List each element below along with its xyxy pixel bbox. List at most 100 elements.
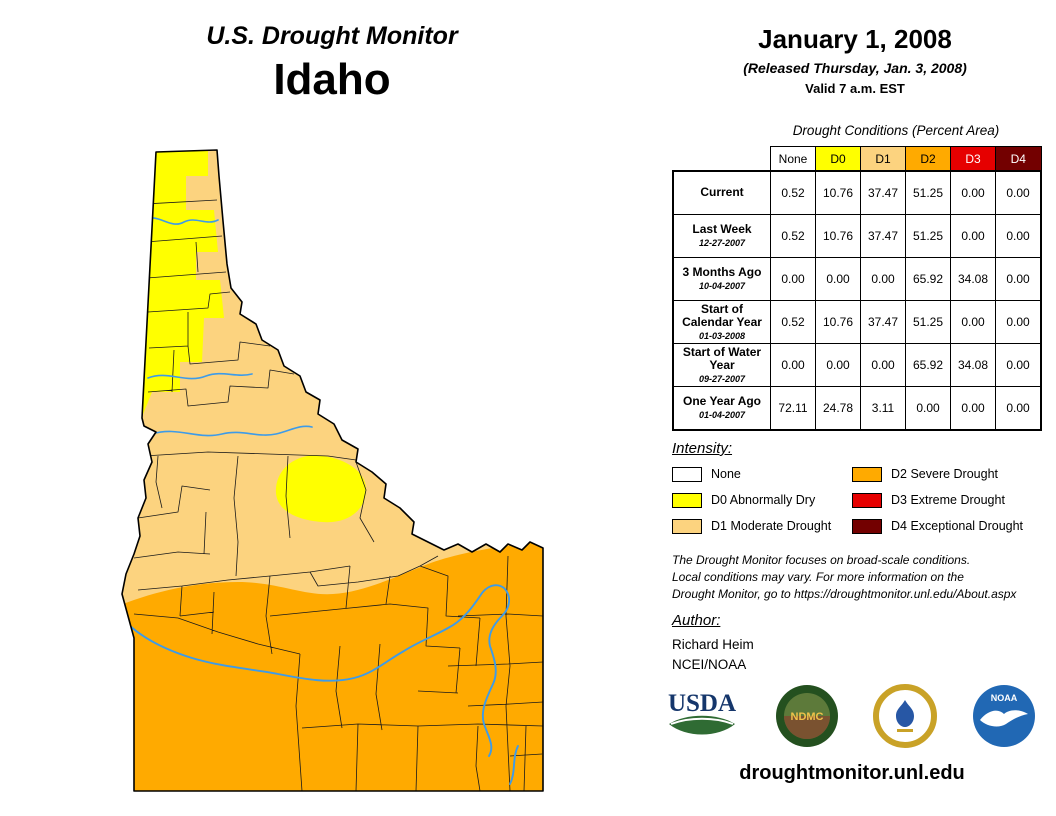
value-cell: 0.00 [995,343,1042,387]
author-org: NCEI/NOAA [672,657,747,672]
commerce-base [897,729,914,732]
value-cell: 65.92 [905,257,951,301]
value-cell: 37.47 [860,214,906,258]
website-url[interactable]: droughtmonitor.unl.edu [739,762,965,784]
legend-item-d3: D3 Extreme Drought [852,492,1036,508]
legend-column-left: None D0 Abnormally Dry D1 Moderate Droug… [672,466,852,534]
value-cell: 0.00 [815,343,861,387]
value-cell: 10.76 [815,300,861,344]
legend-swatch-d2 [852,466,882,482]
value-cell: 0.52 [770,170,816,215]
legend-label: D0 Abnormally Dry [711,493,816,507]
value-cell: 0.00 [860,343,906,387]
legend-item-d4: D4 Exceptional Drought [852,518,1036,534]
value-cell: 0.52 [770,214,816,258]
commerce-eagle [896,700,915,727]
ndmc-logo-text: NDMC [790,711,823,723]
value-cell: 0.00 [770,343,816,387]
legend-label: D3 Extreme Drought [891,493,1005,507]
value-cell: 10.76 [815,170,861,215]
idaho-drought-map [118,146,558,796]
col-header-none: None [770,146,816,172]
value-cell: 24.78 [815,386,861,431]
col-header-d0: D0 [815,146,861,172]
author-heading: Author: [672,612,721,629]
legend-column-right: D2 Severe Drought D3 Extreme Drought D4 … [852,466,1036,534]
value-cell: 37.47 [860,300,906,344]
row-date: 12-27-2007 [698,238,746,249]
legend-item-none: None [672,466,852,482]
table-row-start-water-year: Start of Water Year 09-27-2007 0.00 0.00 … [672,343,1042,387]
row-label: 3 Months Ago 10-04-2007 [672,257,771,301]
legend-label: D1 Moderate Drought [711,519,832,533]
title-block: U.S. Drought Monitor Idaho [112,22,552,105]
value-cell: 65.92 [905,343,951,387]
table-caption: Drought Conditions (Percent Area) [792,123,1000,138]
d0-region-central [275,455,367,523]
drought-conditions-table: None D0 D1 D2 D3 D4 Current 0.52 10.76 3… [672,146,1042,431]
value-cell: 51.25 [905,214,951,258]
row-date: 01-03-2008 [698,331,746,342]
table-row-3-months-ago: 3 Months Ago 10-04-2007 0.00 0.00 0.00 65… [672,257,1042,301]
state-name: Idaho [273,55,391,104]
value-cell: 51.25 [905,300,951,344]
value-cell: 0.00 [995,170,1042,215]
value-cell: 0.00 [815,257,861,301]
table-row-last-week: Last Week 12-27-2007 0.52 10.76 37.47 51.… [672,214,1042,258]
value-cell: 0.00 [950,300,996,344]
snake-river [129,584,519,785]
legend-swatch-d0 [672,492,702,508]
legend-swatch-d4 [852,518,882,534]
disclaimer-line: The Drought Monitor focuses on broad-sca… [672,553,971,567]
legend-swatch-d3 [852,492,882,508]
value-cell: 34.08 [950,343,996,387]
table-row-one-year-ago: One Year Ago 01-04-2007 72.11 24.78 3.11 … [672,386,1042,431]
map-date: January 1, 2008 [758,24,952,54]
value-cell: 0.00 [995,257,1042,301]
value-cell: 0.00 [950,386,996,431]
row-date: 01-04-2007 [698,410,746,421]
col-header-d2: D2 [905,146,951,172]
intensity-heading: Intensity: [672,440,733,457]
col-header-d1: D1 [860,146,906,172]
value-cell: 0.52 [770,300,816,344]
commerce-seal-logo [873,684,938,748]
logo-row: USDA NDMC NOAA [664,684,1036,748]
usda-swoosh-stripe [670,717,734,725]
state-outline [121,149,544,792]
valid-time: Valid 7 a.m. EST [805,81,905,96]
value-cell: 72.11 [770,386,816,431]
report-title: U.S. Drought Monitor [206,22,458,50]
d0-region-panhandle [140,150,224,422]
ndmc-earth [783,716,830,739]
disclaimer-line: Local conditions may vary. For more info… [672,569,964,584]
legend-label: None [711,467,741,481]
county-lines [133,199,543,791]
value-cell: 0.00 [905,386,951,431]
idaho-map-svg [121,149,544,792]
value-cell: 10.76 [815,214,861,258]
legend-label: D4 Exceptional Drought [891,519,1024,533]
legend-swatch-d1 [672,518,702,534]
usda-logo: USDA [668,690,736,735]
legend-label: D2 Severe Drought [891,467,999,481]
value-cell: 0.00 [950,170,996,215]
value-cell: 51.25 [905,170,951,215]
row-label: Start of Water Year 09-27-2007 [672,343,771,387]
legend-item-d1: D1 Moderate Drought [672,518,852,534]
rivers-north [143,217,313,437]
table-row-start-calendar-year: Start of Calendar Year 01-03-2008 0.52 10… [672,300,1042,344]
released-date: (Released Thursday, Jan. 3, 2008) [743,60,967,76]
row-date: 10-04-2007 [698,281,746,292]
usda-logo-text: USDA [668,690,736,717]
ndmc-logo: NDMC [775,685,838,747]
legend-swatch-none [672,466,702,482]
table-row-current: Current 0.52 10.76 37.47 51.25 0.00 0.00 [672,170,1042,215]
noaa-logo: NOAA [972,685,1035,747]
header-blank-cell [673,147,771,172]
intensity-legend: None D0 Abnormally Dry D1 Moderate Droug… [672,466,1036,534]
row-label: One Year Ago 01-04-2007 [672,386,771,431]
legend-item-d0: D0 Abnormally Dry [672,492,852,508]
disclaimer-text: The Drought Monitor focuses on broad-sca… [672,552,1040,602]
value-cell: 3.11 [860,386,906,431]
